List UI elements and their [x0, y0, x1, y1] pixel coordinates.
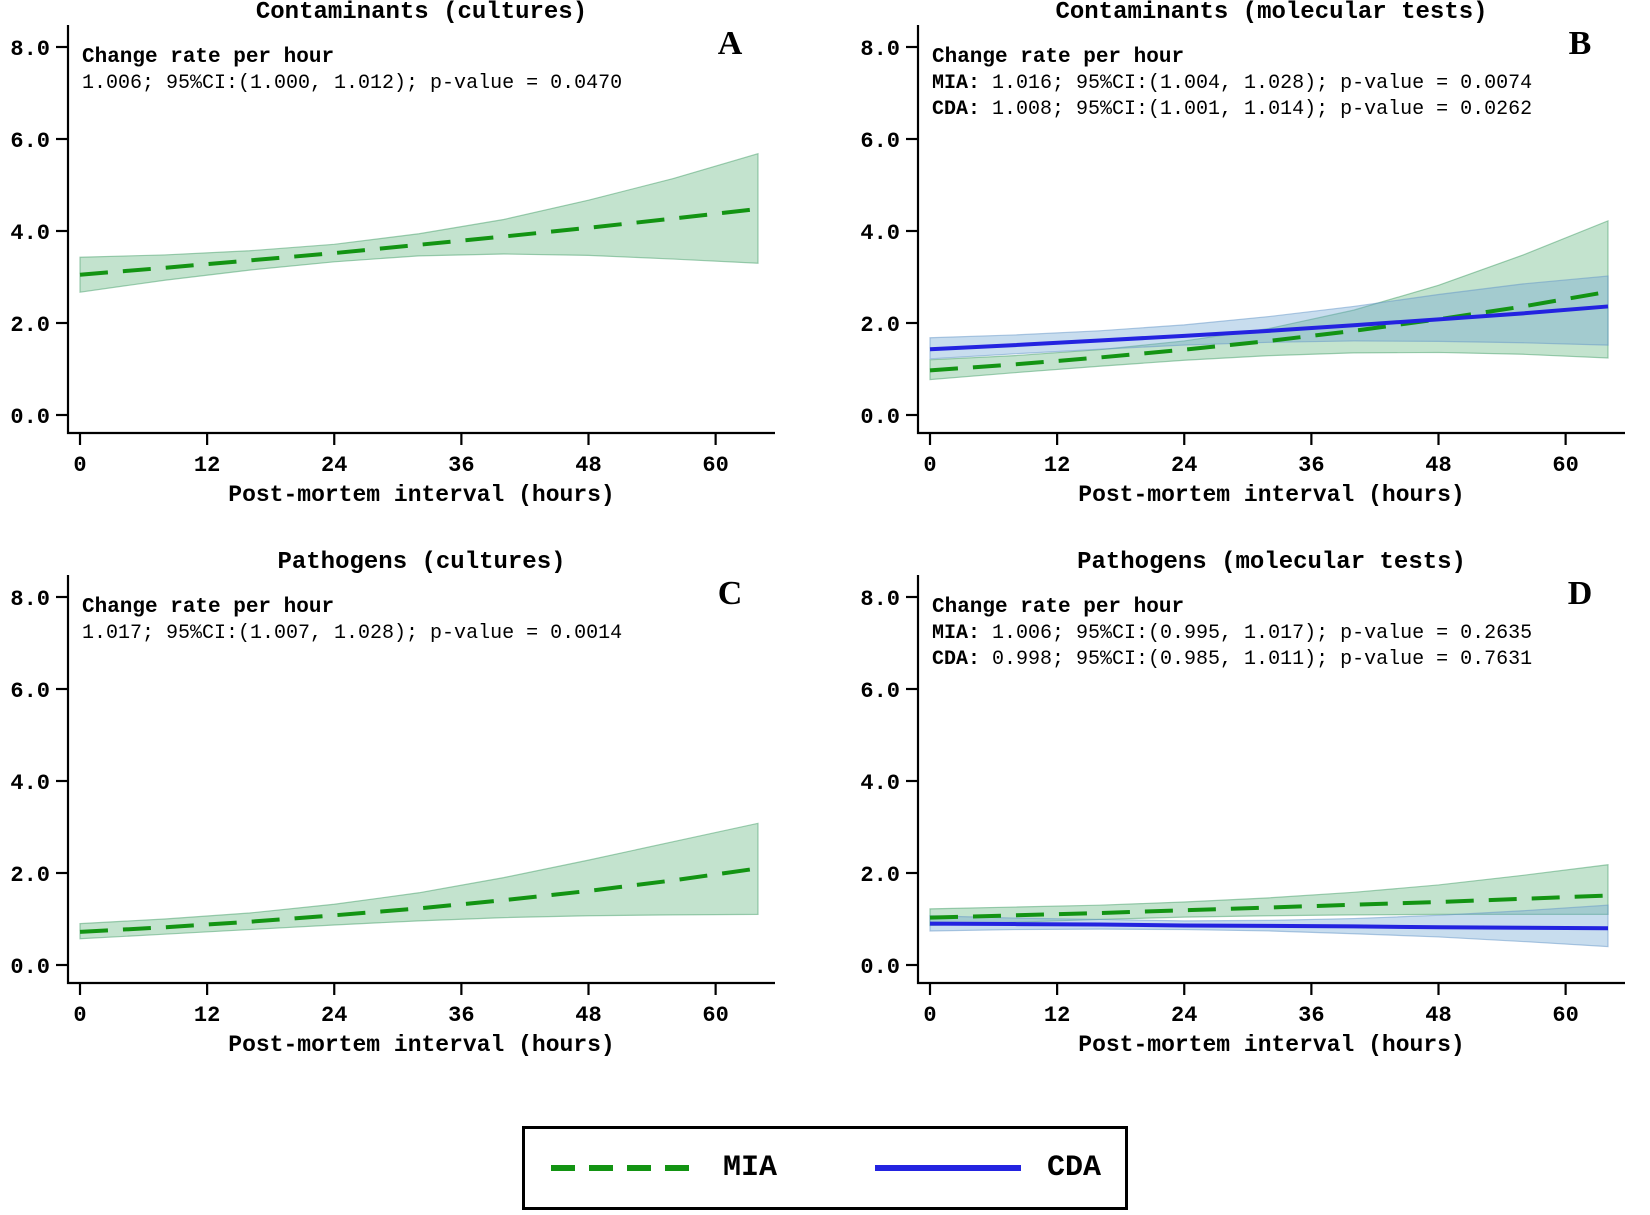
panel-title: Contaminants (cultures) [256, 0, 587, 26]
x-tick-label: 0 [923, 453, 936, 478]
axis-lines [66, 575, 775, 985]
ci-band-mia [79, 822, 759, 940]
y-tick-label: 6.0 [10, 679, 50, 704]
chart-panel-a: 0.0 2.0 4.0 6.0 8.0 0 12 24 36 48 60 Post-mortem in… [10, 0, 775, 508]
y-tick-label: 0.0 [860, 955, 900, 980]
fit-line-cda [929, 304, 1609, 352]
panel-title: Contaminants (molecular tests) [1055, 0, 1487, 26]
panel-letter: B [1569, 25, 1592, 62]
panel-contaminants-molecular: 0.0 2.0 4.0 6.0 8.0 0 12 24 36 48 60 Post-mortem in… [850, 0, 1650, 510]
y-tick-label: 4.0 [10, 221, 50, 246]
panel-grid: 0.0 2.0 4.0 6.0 8.0 0 12 24 36 48 60 Post-mortem in… [0, 0, 1650, 1060]
y-tick-label: 4.0 [10, 771, 50, 796]
y-tick-label: 4.0 [860, 771, 900, 796]
x-tick-label: 48 [1425, 453, 1451, 478]
x-tick-label: 0 [73, 1003, 86, 1028]
x-axis-title: Post-mortem interval (hours) [1078, 482, 1464, 508]
fit-line-mia [79, 206, 759, 277]
legend-label-mia: MIA [722, 1151, 777, 1185]
y-tick-label: 2.0 [10, 313, 50, 338]
ci-band-mia [929, 219, 1609, 381]
fit-line-mia [929, 893, 1609, 920]
x-tick-label: 24 [321, 453, 347, 478]
y-tick-label: 6.0 [860, 679, 900, 704]
annotation-line: MIA: 1.016; 95%CI:(1.004, 1.028); p-valu… [932, 72, 1532, 95]
y-tick-label: 2.0 [860, 863, 900, 888]
y-tick-label: 4.0 [860, 221, 900, 246]
panel-contaminants-cultures: 0.0 2.0 4.0 6.0 8.0 0 12 24 36 48 60 Post-mortem in… [0, 0, 800, 510]
annotation-line: 1.017; 95%CI:(1.007, 1.028); p-value = 0… [82, 622, 622, 645]
cda-solid-line-sample-icon [875, 1165, 1021, 1171]
panel-title: Pathogens (cultures) [277, 550, 565, 576]
y-tick-label: 0.0 [10, 405, 50, 430]
axis-lines [66, 25, 775, 435]
mia-dashed-line-sample-icon [550, 1165, 697, 1171]
chart-panel-c: 0.0 2.0 4.0 6.0 8.0 0 12 24 36 48 60 Post-mortem in… [10, 550, 775, 1058]
x-tick-label: 12 [194, 453, 220, 478]
axis-lines [916, 575, 1625, 985]
x-tick-label: 60 [702, 453, 728, 478]
ci-band-mia [79, 152, 759, 293]
fit-line-mia [929, 289, 1609, 373]
annotation-line: 1.006; 95%CI:(1.000, 1.012); p-value = 0… [82, 72, 622, 95]
x-tick-label: 48 [575, 453, 601, 478]
x-tick-label: 48 [575, 1003, 601, 1028]
y-tick-label: 2.0 [10, 863, 50, 888]
x-tick-label: 12 [1044, 1003, 1070, 1028]
panel-letter: D [1568, 575, 1593, 612]
y-tick-label: 8.0 [860, 587, 900, 612]
x-tick-label: 12 [194, 1003, 220, 1028]
x-axis-title: Post-mortem interval (hours) [1078, 1032, 1464, 1058]
x-tick-label: 24 [1171, 453, 1197, 478]
y-tick-label: 6.0 [860, 129, 900, 154]
x-tick-label: 0 [73, 453, 86, 478]
x-tick-label: 36 [448, 1003, 474, 1028]
x-tick-label: 60 [1552, 453, 1578, 478]
annotation-line: CDA: 1.008; 95%CI:(1.001, 1.014); p-valu… [932, 98, 1532, 121]
panel-pathogens-cultures: 0.0 2.0 4.0 6.0 8.0 0 12 24 36 48 60 Post-mortem in… [0, 550, 800, 1060]
fit-line-cda [929, 921, 1609, 931]
panel-letter: C [718, 575, 743, 612]
x-tick-label: 48 [1425, 1003, 1451, 1028]
annotation-header: Change rate per hour [932, 596, 1184, 619]
panel-letter: A [718, 25, 743, 62]
annotation-header: Change rate per hour [82, 596, 334, 619]
x-tick-label: 12 [1044, 453, 1070, 478]
ci-band-cda [929, 275, 1609, 360]
panel-title: Pathogens (molecular tests) [1077, 550, 1466, 576]
x-axis-title: Post-mortem interval (hours) [228, 482, 614, 508]
annotation-line: CDA: 0.998; 95%CI:(0.985, 1.011); p-valu… [932, 648, 1532, 671]
y-tick-label: 2.0 [860, 313, 900, 338]
x-axis-title: Post-mortem interval (hours) [228, 1032, 614, 1058]
legend-item-mia: MIA [549, 1151, 777, 1185]
panel-pathogens-molecular: 0.0 2.0 4.0 6.0 8.0 0 12 24 36 48 60 Post-mortem in… [850, 550, 1650, 1060]
x-tick-label: 60 [702, 1003, 728, 1028]
legend-label-cda: CDA [1047, 1151, 1102, 1185]
x-tick-label: 0 [923, 1003, 936, 1028]
fit-line-mia [79, 866, 759, 934]
y-tick-label: 8.0 [10, 37, 50, 62]
legend: MIA CDA [522, 1126, 1128, 1210]
annotation-line: MIA: 1.006; 95%CI:(0.995, 1.017); p-valu… [932, 622, 1532, 645]
legend-item-cda: CDA [873, 1151, 1101, 1185]
y-tick-label: 8.0 [10, 587, 50, 612]
x-tick-label: 24 [321, 1003, 347, 1028]
annotation-header: Change rate per hour [82, 46, 334, 69]
axis-lines [916, 25, 1625, 435]
x-tick-label: 24 [1171, 1003, 1197, 1028]
x-tick-label: 60 [1552, 1003, 1578, 1028]
annotation-header: Change rate per hour [932, 46, 1184, 69]
y-tick-label: 0.0 [10, 955, 50, 980]
x-tick-label: 36 [1298, 453, 1324, 478]
chart-panel-b: 0.0 2.0 4.0 6.0 8.0 0 12 24 36 48 60 Post-mortem in… [860, 0, 1625, 508]
x-tick-label: 36 [1298, 1003, 1324, 1028]
y-tick-label: 6.0 [10, 129, 50, 154]
y-tick-label: 8.0 [860, 37, 900, 62]
x-tick-label: 36 [448, 453, 474, 478]
y-tick-label: 0.0 [860, 405, 900, 430]
chart-panel-d: 0.0 2.0 4.0 6.0 8.0 0 12 24 36 48 60 Post-mortem in… [860, 550, 1625, 1058]
